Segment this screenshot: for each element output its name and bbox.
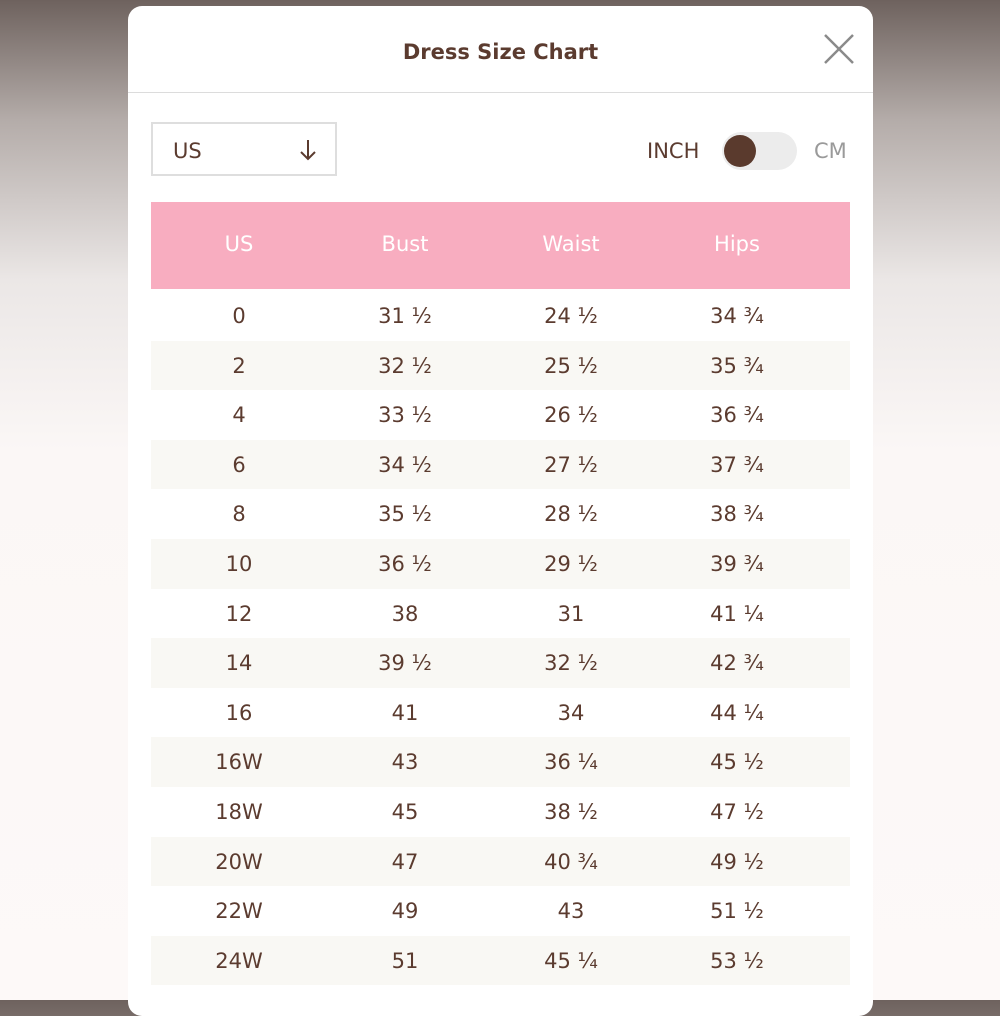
table-row: 10 36 ½ 29 ½ 39 ¾ bbox=[151, 539, 850, 589]
table-cell: 34 ½ bbox=[378, 452, 432, 477]
column-header: US bbox=[224, 232, 254, 256]
table-row: 16 41 34 44 ¼ bbox=[151, 688, 850, 738]
table-cell: 14 bbox=[225, 651, 253, 676]
table-cell: 43 bbox=[391, 750, 419, 775]
table-row: 0 31 ½ 24 ½ 34 ¾ bbox=[151, 291, 850, 341]
table-row: 24W 51 45 ¼ 53 ½ bbox=[151, 935, 850, 986]
modal-title: Dress Size Chart bbox=[402, 40, 599, 64]
table-cell: 24 ½ bbox=[544, 304, 598, 328]
table-cell: 44 ¼ bbox=[710, 700, 764, 725]
table-cell: 36 ¾ bbox=[710, 403, 764, 428]
table-cell: 35 ½ bbox=[378, 502, 432, 527]
table-row: 20W 47 40 ¾ 49 ½ bbox=[151, 836, 850, 887]
table-cell: 41 ¼ bbox=[710, 601, 764, 626]
table-cell: 0 bbox=[232, 304, 246, 328]
table-cell: 36 ¼ bbox=[544, 750, 598, 775]
region-select[interactable]: US bbox=[151, 122, 337, 176]
table-cell: 38 ¾ bbox=[710, 502, 764, 527]
table-cell: 10 bbox=[225, 552, 253, 576]
table-cell: 42 ¾ bbox=[710, 651, 764, 676]
column-header: Bust bbox=[381, 232, 429, 256]
table-cell: 24W bbox=[215, 948, 263, 973]
table-cell: 49 bbox=[391, 899, 419, 924]
table-cell: 40 ¾ bbox=[544, 849, 598, 874]
table-cell: 51 bbox=[391, 948, 419, 973]
size-chart-modal: Dress Size Chart US INCH CM US Bust Waist H… bbox=[128, 6, 873, 1016]
table-row: 12 38 31 41 ¼ bbox=[151, 589, 850, 639]
table-cell: 20W bbox=[215, 849, 263, 874]
table-row: 6 34 ½ 27 ½ 37 ¾ bbox=[151, 439, 850, 490]
table-cell: 33 ½ bbox=[378, 403, 432, 428]
column-header: Hips bbox=[714, 232, 760, 256]
table-cell: 32 ½ bbox=[544, 651, 598, 676]
table-row: 4 33 ½ 26 ½ 36 ¾ bbox=[151, 390, 850, 440]
table-cell: 51 ½ bbox=[710, 899, 764, 924]
table-cell: 45 bbox=[391, 800, 419, 824]
table-cell: 39 ¾ bbox=[710, 552, 764, 576]
table-cell: 12 bbox=[225, 601, 253, 626]
table-cell: 29 ½ bbox=[544, 552, 598, 576]
table-cell: 34 ¾ bbox=[710, 304, 764, 328]
table-cell: 26 ½ bbox=[544, 403, 598, 428]
unit-inch-label: INCH bbox=[647, 139, 700, 163]
table-cell: 28 ½ bbox=[544, 502, 598, 527]
toggle-knob bbox=[724, 135, 756, 167]
table-cell: 31 ½ bbox=[378, 304, 432, 328]
table-cell: 32 ½ bbox=[378, 353, 432, 378]
unit-cm-label: CM bbox=[814, 139, 847, 163]
table-cell: 2 bbox=[232, 353, 246, 378]
table-row: 16W 43 36 ¼ 45 ½ bbox=[151, 737, 850, 787]
table-cell: 4 bbox=[232, 403, 246, 428]
table-cell: 25 ½ bbox=[544, 353, 598, 378]
table-cell: 39 ½ bbox=[378, 651, 432, 676]
table-cell: 31 bbox=[557, 601, 585, 626]
table-cell: 18W bbox=[215, 800, 263, 824]
table-cell: 36 ½ bbox=[378, 552, 432, 576]
table-cell: 43 bbox=[557, 899, 585, 924]
table-row: 18W 45 38 ½ 47 ½ bbox=[151, 787, 850, 837]
table-cell: 41 bbox=[391, 700, 419, 725]
divider bbox=[128, 92, 873, 93]
table-row: 22W 49 43 51 ½ bbox=[151, 886, 850, 936]
table-cell: 45 ½ bbox=[710, 750, 764, 775]
region-value: US bbox=[173, 139, 202, 163]
table-cell: 38 ½ bbox=[544, 800, 598, 824]
table-row: 2 32 ½ 25 ½ 35 ¾ bbox=[151, 340, 850, 391]
table-cell: 49 ½ bbox=[710, 849, 764, 874]
table-header: US Bust Waist Hips bbox=[151, 202, 850, 289]
table-cell: 45 ¼ bbox=[544, 948, 598, 973]
table-cell: 37 ¾ bbox=[710, 452, 764, 477]
column-header: Waist bbox=[542, 232, 600, 256]
table-cell: 16W bbox=[215, 750, 263, 775]
table-cell: 16 bbox=[225, 700, 253, 725]
table-cell: 53 ½ bbox=[710, 948, 764, 973]
table-cell: 22W bbox=[215, 899, 263, 924]
table-cell: 38 bbox=[391, 601, 419, 626]
table-cell: 34 bbox=[557, 700, 585, 725]
table-cell: 47 bbox=[391, 849, 419, 874]
table-cell: 35 ¾ bbox=[710, 353, 764, 378]
dropdown-arrow bbox=[300, 140, 316, 161]
table-row: 8 35 ½ 28 ½ 38 ¾ bbox=[151, 489, 850, 539]
table-cell: 27 ½ bbox=[544, 452, 598, 477]
table-cell: 6 bbox=[232, 452, 246, 477]
table-cell: 8 bbox=[232, 502, 246, 527]
unit-toggle[interactable] bbox=[722, 132, 797, 170]
table-row: 14 39 ½ 32 ½ 42 ¾ bbox=[151, 638, 850, 688]
close-button[interactable] bbox=[823, 33, 855, 65]
table-cell: 47 ½ bbox=[710, 800, 764, 824]
